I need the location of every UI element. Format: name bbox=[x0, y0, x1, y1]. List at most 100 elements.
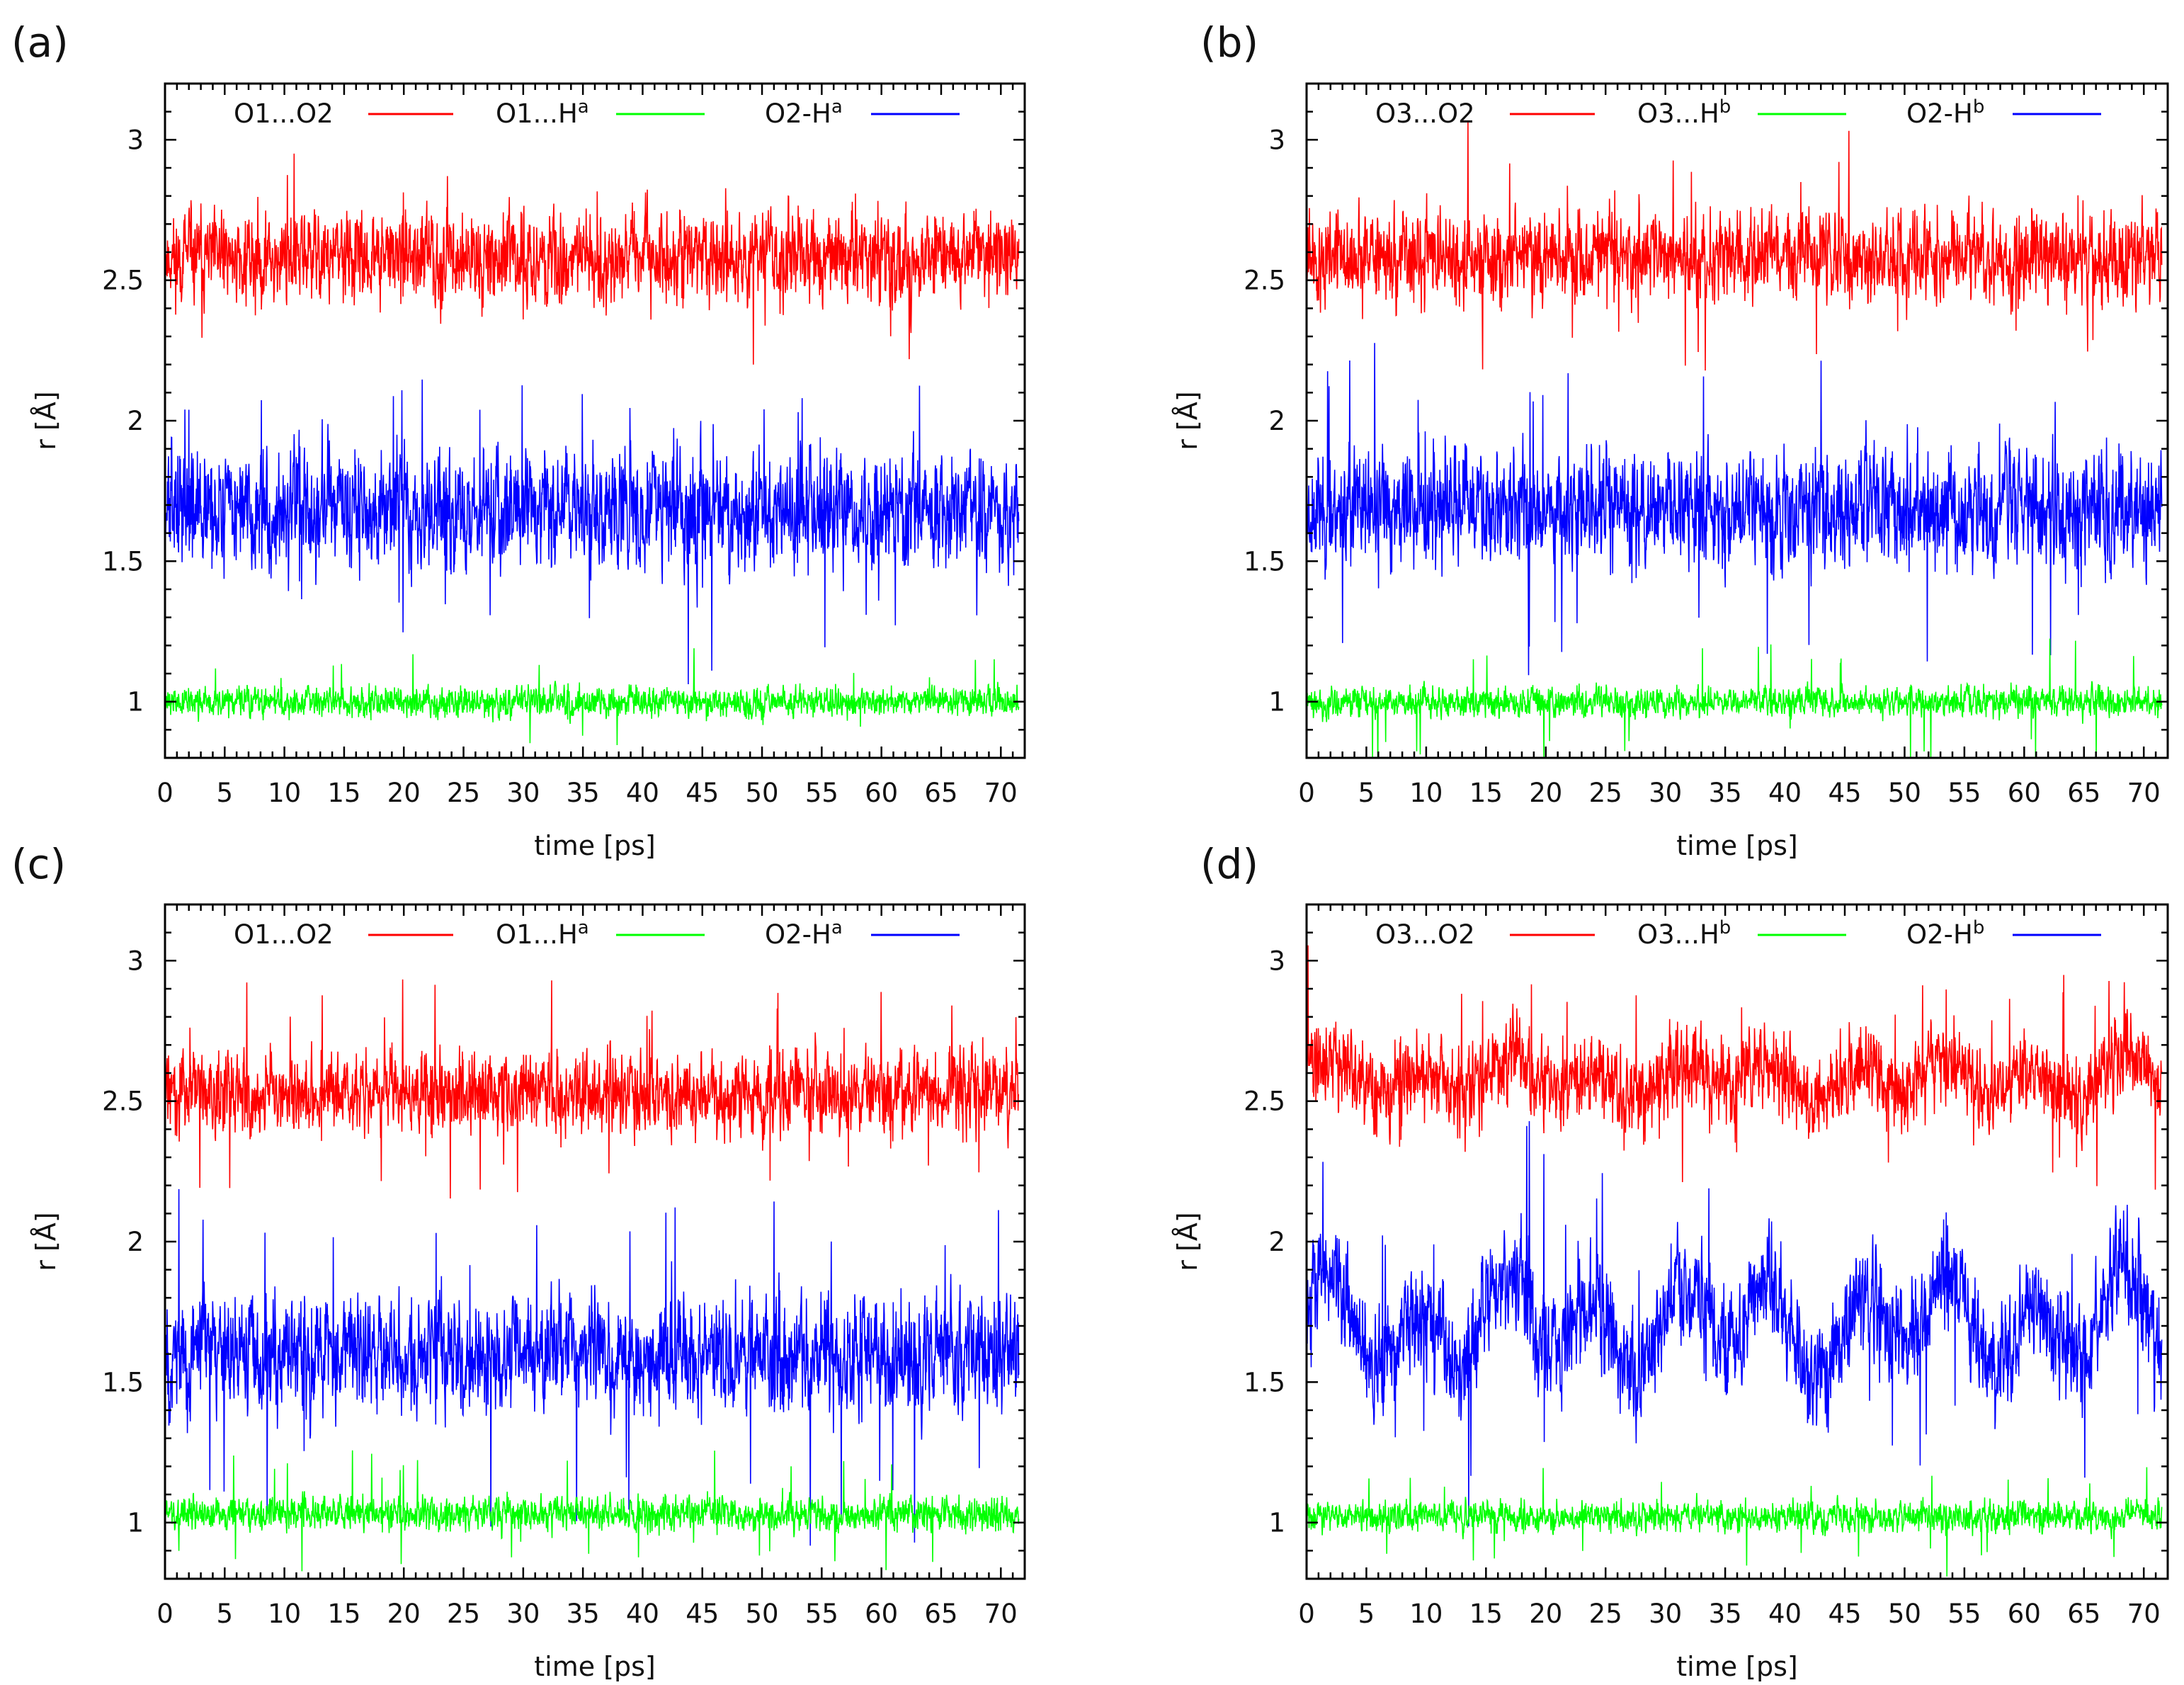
y-tick-label: 2.5 bbox=[102, 1087, 144, 1117]
series-line-o2-h-b bbox=[1307, 1121, 2163, 1526]
x-tick-label: 5 bbox=[1358, 778, 1375, 808]
x-tick-label: 60 bbox=[2008, 778, 2041, 808]
x-tick-label: 0 bbox=[1298, 778, 1315, 808]
x-tick-label: 10 bbox=[268, 1599, 301, 1629]
y-tick-label: 2.5 bbox=[1244, 1087, 1285, 1117]
x-tick-label: 65 bbox=[2067, 1599, 2100, 1629]
x-tick-label: 65 bbox=[924, 778, 957, 808]
legend-label: O2-Hb bbox=[1906, 96, 1984, 129]
x-tick-label: 40 bbox=[1768, 1599, 1802, 1629]
x-tick-label: 70 bbox=[2127, 1599, 2161, 1629]
y-tick-label: 2.5 bbox=[1244, 266, 1285, 296]
chart-panel-b: (b) 0 5 10 15 20 25 30 35 40 45 50 55 60 65 70 1 1.5 2 2.5 3… bbox=[1172, 18, 2169, 861]
y-tick-label: 1.5 bbox=[102, 546, 144, 577]
y-tick-label: 1.5 bbox=[1244, 1367, 1285, 1397]
x-tick-label: 35 bbox=[1709, 1599, 1742, 1629]
chart-panel-a: (a) 0 5 10 15 20 25 30 35 40 45 50 55 60 65 70 1 1.5 2 2.5 3… bbox=[11, 18, 1026, 861]
legend-label: O1...Ha bbox=[496, 917, 589, 950]
x-tick-label: 35 bbox=[1709, 778, 1742, 808]
x-tick-label: 10 bbox=[1409, 778, 1443, 808]
x-tick-label: 60 bbox=[865, 1599, 898, 1629]
legend-label: O3...Hb bbox=[1637, 96, 1731, 129]
y-axis-label: r [Å] bbox=[1172, 391, 1203, 450]
x-tick-label: 50 bbox=[1888, 778, 1921, 808]
x-tick-label: 45 bbox=[1828, 778, 1861, 808]
x-tick-label: 25 bbox=[1589, 1599, 1622, 1629]
x-tick-label: 30 bbox=[1649, 1599, 1682, 1629]
y-tick-label: 1.5 bbox=[1244, 546, 1285, 577]
series-group bbox=[1307, 121, 2163, 758]
series-line-o2-h-a bbox=[165, 1188, 1020, 1546]
legend-label: O2-Hb bbox=[1906, 917, 1984, 950]
y-axis-label: r [Å] bbox=[1172, 1212, 1203, 1271]
x-tick-label: 30 bbox=[1649, 778, 1682, 808]
x-axis-label: time [ps] bbox=[534, 830, 656, 861]
y-tick-label: 3 bbox=[127, 946, 144, 976]
x-tick-label: 45 bbox=[686, 1599, 719, 1629]
series-line-o3-o2 bbox=[1307, 121, 2163, 371]
panel-label: (d) bbox=[1200, 840, 1258, 888]
x-tick-label: 40 bbox=[626, 1599, 659, 1629]
x-tick-label: 5 bbox=[1358, 1599, 1375, 1629]
plot-frame bbox=[164, 903, 1026, 1580]
series-line-o3-h-b bbox=[1307, 638, 2163, 758]
x-tick-label: 5 bbox=[217, 778, 234, 808]
series-group bbox=[165, 153, 1020, 746]
legend-label: O1...Ha bbox=[496, 96, 589, 129]
legend-label: O1...O2 bbox=[234, 98, 334, 129]
series-line-o3-h-b bbox=[1307, 1467, 2163, 1577]
series-line-o1-o2 bbox=[165, 153, 1020, 365]
x-tick-label: 70 bbox=[2127, 778, 2161, 808]
x-tick-label: 25 bbox=[447, 1599, 480, 1629]
x-tick-label: 25 bbox=[1589, 778, 1622, 808]
series-line-o1-h-a bbox=[165, 648, 1020, 746]
x-axis-label: time [ps] bbox=[1676, 830, 1798, 861]
x-tick-label: 50 bbox=[1888, 1599, 1921, 1629]
x-tick-label: 20 bbox=[1529, 778, 1562, 808]
x-tick-label: 0 bbox=[157, 1599, 174, 1629]
y-tick-label: 2.5 bbox=[102, 266, 144, 296]
x-axis-label: time [ps] bbox=[1676, 1651, 1798, 1682]
x-tick-label: 35 bbox=[567, 1599, 600, 1629]
y-tick-label: 2 bbox=[127, 1227, 144, 1257]
x-tick-label: 40 bbox=[626, 778, 659, 808]
y-axis-label: r [Å] bbox=[30, 391, 62, 450]
chart-panel-c: (c) 0 5 10 15 20 25 30 35 40 45 50 55 60 65 70 1 1.5 2 2.5 3… bbox=[11, 840, 1026, 1682]
x-tick-label: 20 bbox=[387, 778, 421, 808]
x-tick-label: 55 bbox=[1947, 1599, 1981, 1629]
y-tick-label: 1 bbox=[127, 687, 144, 717]
x-tick-label: 50 bbox=[746, 778, 779, 808]
x-tick-label: 20 bbox=[1529, 1599, 1562, 1629]
x-tick-label: 30 bbox=[506, 1599, 540, 1629]
x-tick-label: 60 bbox=[865, 778, 898, 808]
x-tick-label: 15 bbox=[327, 1599, 360, 1629]
y-tick-label: 3 bbox=[127, 125, 144, 155]
legend-label: O3...O2 bbox=[1375, 98, 1475, 129]
panel-label: (b) bbox=[1200, 18, 1258, 67]
x-tick-label: 65 bbox=[2067, 778, 2100, 808]
legend-label: O3...O2 bbox=[1375, 919, 1475, 950]
panel-label: (a) bbox=[11, 18, 69, 67]
y-tick-label: 2 bbox=[1268, 406, 1285, 436]
x-tick-label: 70 bbox=[984, 778, 1018, 808]
panel-label: (c) bbox=[11, 840, 66, 888]
x-tick-label: 55 bbox=[1947, 778, 1981, 808]
x-tick-label: 40 bbox=[1768, 778, 1802, 808]
legend-label: O3...Hb bbox=[1637, 917, 1731, 950]
chart-panel-d: (d) 0 5 10 15 20 25 30 35 40 45 50 55 60 65 70 1 1.5 2 2.5 3… bbox=[1172, 840, 2169, 1682]
legend-label: O1...O2 bbox=[234, 919, 334, 950]
x-tick-label: 20 bbox=[387, 1599, 421, 1629]
x-tick-label: 30 bbox=[506, 778, 540, 808]
y-tick-label: 1 bbox=[127, 1508, 144, 1538]
y-tick-label: 1 bbox=[1268, 687, 1285, 717]
x-tick-label: 10 bbox=[268, 778, 301, 808]
x-tick-label: 70 bbox=[984, 1599, 1018, 1629]
series-group bbox=[1307, 945, 2163, 1577]
y-tick-label: 3 bbox=[1268, 125, 1285, 155]
series-group bbox=[165, 979, 1020, 1572]
series-line-o3-o2 bbox=[1307, 945, 2163, 1190]
x-tick-label: 35 bbox=[567, 778, 600, 808]
x-tick-label: 65 bbox=[924, 1599, 957, 1629]
y-tick-label: 1 bbox=[1268, 1508, 1285, 1538]
